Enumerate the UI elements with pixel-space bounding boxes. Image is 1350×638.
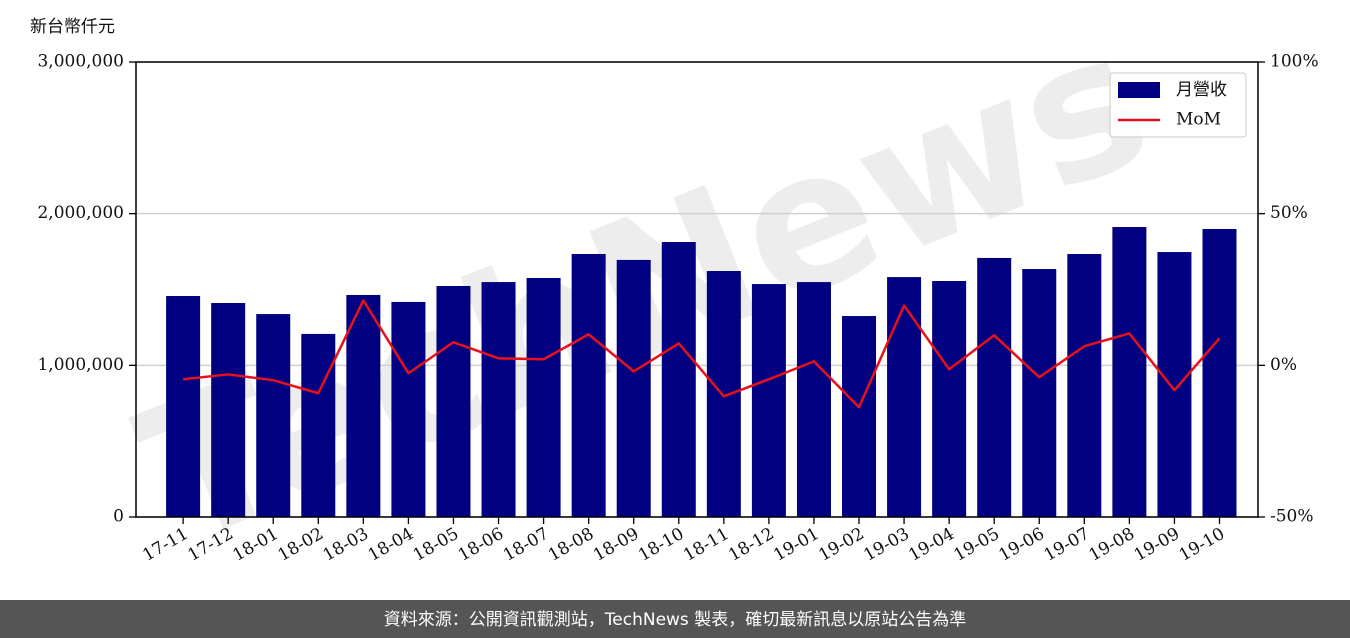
x-tick-label: 18-12 — [725, 524, 777, 566]
legend-label: MoM — [1176, 110, 1221, 130]
y2-tick-label: 0% — [1270, 355, 1297, 375]
bar — [436, 286, 471, 517]
bar — [391, 301, 426, 517]
y2-tick-label: -50% — [1270, 507, 1314, 527]
y-tick-label: 2,000,000 — [37, 203, 124, 223]
bar — [571, 254, 606, 517]
footer-text: 資料來源：公開資訊觀測站，TechNews 製表，確切最新訊息以原站公告為準 — [384, 610, 966, 630]
y-tick-label: 0 — [113, 507, 124, 527]
y-tick-label: 3,000,000 — [37, 52, 124, 72]
x-tick-label: 18-11 — [680, 524, 732, 566]
bar — [166, 296, 201, 517]
bar — [706, 270, 741, 517]
y-tick-label: 1,000,000 — [37, 355, 124, 375]
bar — [887, 277, 922, 517]
x-tick-label: 19-03 — [860, 524, 912, 566]
bar — [796, 282, 831, 517]
x-tick-label: 18-08 — [545, 524, 597, 566]
line — [182, 299, 1221, 409]
y2-tick-label: 50% — [1270, 203, 1308, 223]
bar — [211, 302, 246, 517]
bar — [481, 282, 516, 517]
x-tick-label: 19-02 — [815, 524, 867, 566]
x-tick-label: 19-08 — [1086, 524, 1138, 566]
bar — [1022, 269, 1057, 517]
bar — [526, 277, 561, 517]
x-tick-label: 18-07 — [500, 524, 552, 566]
x-tick-label: 18-10 — [635, 524, 687, 566]
bar — [1112, 227, 1147, 517]
x-tick-label: 19-06 — [996, 524, 1048, 566]
bar — [661, 242, 696, 518]
y2-tick-label: 100% — [1270, 52, 1319, 72]
y-axis-title: 新台幣仟元 — [30, 17, 115, 37]
x-tick-label: 18-06 — [455, 524, 507, 566]
x-tick-label: 19-07 — [1041, 524, 1093, 566]
bar — [1157, 252, 1192, 517]
x-tick-label: 19-10 — [1176, 524, 1228, 566]
plot-frame — [135, 61, 1259, 518]
bar — [301, 333, 336, 517]
x-tick-label: 18-04 — [365, 524, 417, 566]
bar — [256, 314, 291, 517]
x-tick-label: 19-05 — [950, 524, 1002, 566]
footer-bar — [0, 600, 1350, 638]
legend-swatch — [1118, 82, 1160, 98]
bar — [1067, 254, 1102, 517]
bar — [346, 294, 381, 517]
x-tick-label: 19-01 — [770, 524, 822, 566]
bar — [1202, 228, 1237, 518]
bar — [932, 281, 967, 517]
bar — [751, 284, 786, 517]
x-tick-label: 18-09 — [590, 524, 642, 566]
bar — [977, 257, 1012, 517]
bar — [616, 259, 651, 517]
bar — [842, 316, 877, 517]
x-tick-label: 19-04 — [905, 524, 957, 566]
x-tick-label: 19-09 — [1131, 524, 1183, 566]
legend-label: 月營收 — [1176, 80, 1227, 100]
x-tick-label: 18-05 — [410, 524, 462, 566]
